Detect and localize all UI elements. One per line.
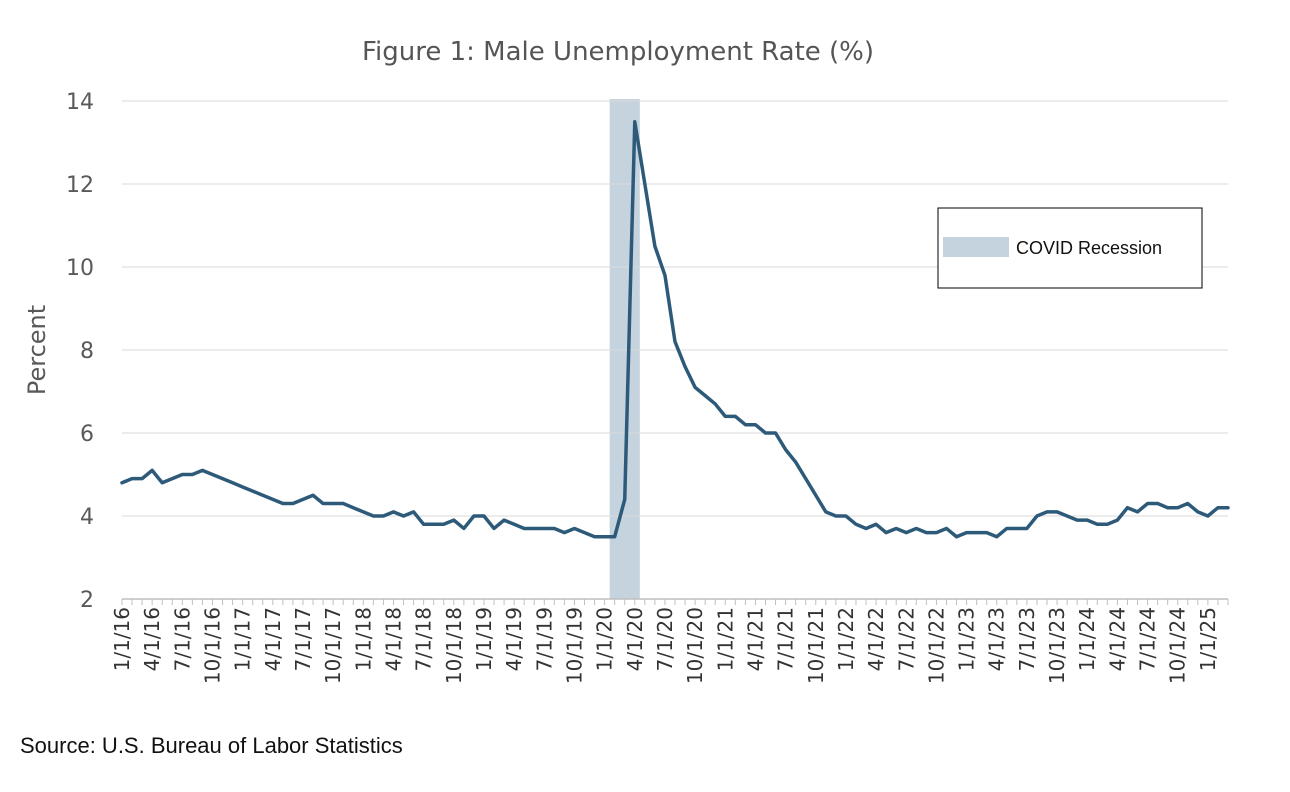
y-tick-label: 14 — [66, 90, 94, 115]
x-tick-label: 1/1/20 — [593, 607, 617, 671]
x-tick-label: 10/1/22 — [924, 607, 948, 684]
y-tick-label: 4 — [80, 505, 94, 530]
y-tick-label: 6 — [80, 422, 94, 447]
recession-shade-layer — [609, 99, 640, 599]
x-tick-label: 4/1/22 — [864, 607, 888, 671]
x-tick-label: 1/1/22 — [834, 607, 858, 671]
series-layer — [120, 120, 1230, 539]
x-tick-label: 7/1/23 — [1015, 607, 1039, 671]
source-note: Source: U.S. Bureau of Labor Statistics — [20, 733, 403, 758]
x-tick-label: 4/1/19 — [502, 607, 526, 671]
y-tick-label: 12 — [66, 173, 94, 198]
x-tick-label: 10/1/17 — [321, 607, 345, 684]
x-tick-label: 4/1/23 — [985, 607, 1009, 671]
x-tick-label: 10/1/21 — [804, 607, 828, 684]
x-tick-label: 7/1/16 — [170, 607, 194, 671]
x-tick-label: 7/1/21 — [774, 607, 798, 671]
x-tick-label: 1/1/19 — [472, 607, 496, 671]
x-tick-label: 10/1/18 — [442, 607, 466, 684]
x-tick-label: 10/1/23 — [1045, 607, 1069, 684]
x-tick-label: 1/1/17 — [231, 607, 255, 671]
x-tick-label: 4/1/16 — [140, 607, 164, 671]
x-tick-label: 7/1/22 — [894, 607, 918, 671]
legend-swatch-covid-recession — [943, 237, 1009, 257]
x-tick-label: 7/1/18 — [412, 607, 436, 671]
x-tick-label: 4/1/18 — [381, 607, 405, 671]
y-axis-label: Percent — [23, 305, 51, 395]
chart-title: Figure 1: Male Unemployment Rate (%) — [362, 37, 874, 67]
x-tick-label: 4/1/24 — [1105, 607, 1129, 671]
x-tick-label: 10/1/24 — [1166, 607, 1190, 684]
x-tick-label: 1/1/18 — [351, 607, 375, 671]
y-tick-label: 2 — [80, 588, 94, 613]
x-tick-label: 10/1/16 — [200, 607, 224, 684]
y-axis-ticks: 2 4 6 8 10 12 14 — [66, 90, 94, 613]
y-tick-label: 10 — [66, 256, 94, 281]
x-tick-label: 7/1/24 — [1136, 607, 1160, 671]
x-tick-label: 7/1/19 — [532, 607, 556, 671]
x-axis — [121, 598, 1229, 605]
series-line — [120, 120, 1230, 539]
x-tick-label: 7/1/17 — [291, 607, 315, 671]
legend: COVID Recession — [937, 207, 1203, 289]
x-tick-label: 4/1/17 — [261, 607, 285, 671]
x-axis-ticks: 1/1/16 4/1/16 7/1/16 10/1/16 1/1/17 4/1/17 7/1… — [110, 607, 1220, 684]
x-tick-label: 4/1/21 — [743, 607, 767, 671]
x-tick-label: 4/1/20 — [623, 607, 647, 671]
x-tick-label: 1/1/24 — [1075, 607, 1099, 671]
x-tick-label: 1/1/16 — [110, 607, 134, 671]
x-tick-label: 1/1/23 — [955, 607, 979, 671]
x-tick-label: 1/1/25 — [1196, 607, 1220, 671]
x-tick-label: 1/1/21 — [713, 607, 737, 671]
x-tick-label: 10/1/19 — [562, 607, 586, 684]
x-tick-label: 10/1/20 — [683, 607, 707, 684]
legend-label-covid-recession: COVID Recession — [1016, 238, 1162, 258]
x-tick-label: 7/1/20 — [653, 607, 677, 671]
recession-shade — [609, 99, 640, 599]
y-tick-label: 8 — [80, 339, 94, 364]
gridlines — [122, 100, 1228, 517]
